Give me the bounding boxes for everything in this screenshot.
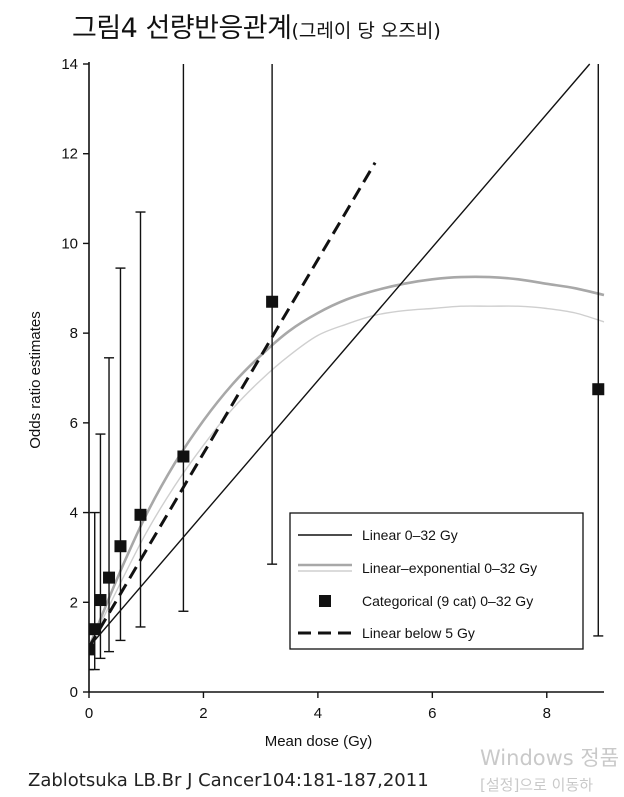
axes: 0 2 4 6 8 10 12 14 0 2 4 6 8 Mean dose (Gy) Odds ratio… (27, 56, 604, 750)
y-tick-label-4: 4 (70, 505, 78, 522)
categorical-point-2 (94, 594, 107, 607)
slide-title-sub: (그레이 당 오즈비) (291, 20, 441, 42)
x-tick-label-4: 4 (314, 705, 322, 722)
slide-title: 그림4 선량반응관계(그레이 당 오즈비) (72, 6, 441, 45)
categorical-point-7 (266, 295, 279, 308)
categorical-point-0 (89, 643, 95, 656)
x-tick-label-0: 0 (85, 705, 93, 722)
citation: Zablotsuka LB.Br J Cancer104:181-187,201… (28, 770, 429, 791)
series-linear-exponential (89, 275, 605, 648)
y-tick-label-12: 12 (61, 146, 78, 163)
y-tick-label-0: 0 (70, 684, 78, 701)
os-activation-watermark: Windows 정품 [설정]으로 이동하 (480, 742, 619, 795)
series-linear-below-5 (89, 161, 377, 648)
watermark-line-2: [설정]으로 이동하 (480, 776, 594, 794)
categorical-point-1 (89, 623, 101, 636)
legend-label-1: Linear–exponential 0–32 Gy (362, 560, 537, 576)
x-tick-label-6: 6 (428, 705, 436, 722)
legend-label-2: Categorical (9 cat) 0–32 Gy (362, 593, 533, 609)
y-tick-label-14: 14 (61, 56, 78, 73)
plot-area (89, 63, 605, 671)
series-layer (89, 63, 605, 671)
x-tick-label-2: 2 (199, 705, 207, 722)
slide-title-main: 그림4 선량반응관계 (72, 13, 292, 44)
legend-swatch-categorical (319, 595, 331, 607)
categorical-point-4 (114, 540, 127, 553)
x-axis-label: Mean dose (Gy) (265, 733, 373, 750)
series-linear-exponential-lower (89, 305, 605, 648)
legend: Linear 0–32 Gy Linear–exponential 0–32 Gy… (289, 512, 584, 650)
categorical-point-3 (103, 571, 116, 584)
x-tick-label-8: 8 (543, 705, 551, 722)
y-axis-label: Odds ratio estimates (27, 311, 44, 449)
y-tick-label-8: 8 (70, 325, 78, 342)
y-tick-label-2: 2 (70, 594, 78, 611)
categorical-point-6 (177, 450, 190, 463)
y-tick-label-6: 6 (70, 415, 78, 432)
y-tick-label-10: 10 (61, 235, 78, 252)
legend-label-3: Linear below 5 Gy (362, 625, 475, 641)
categorical-point-8 (592, 383, 605, 396)
categorical-point-5 (134, 508, 147, 521)
legend-label-0: Linear 0–32 Gy (362, 527, 458, 543)
series-linear (89, 63, 591, 648)
watermark-line-1: Windows 정품 (480, 746, 620, 770)
